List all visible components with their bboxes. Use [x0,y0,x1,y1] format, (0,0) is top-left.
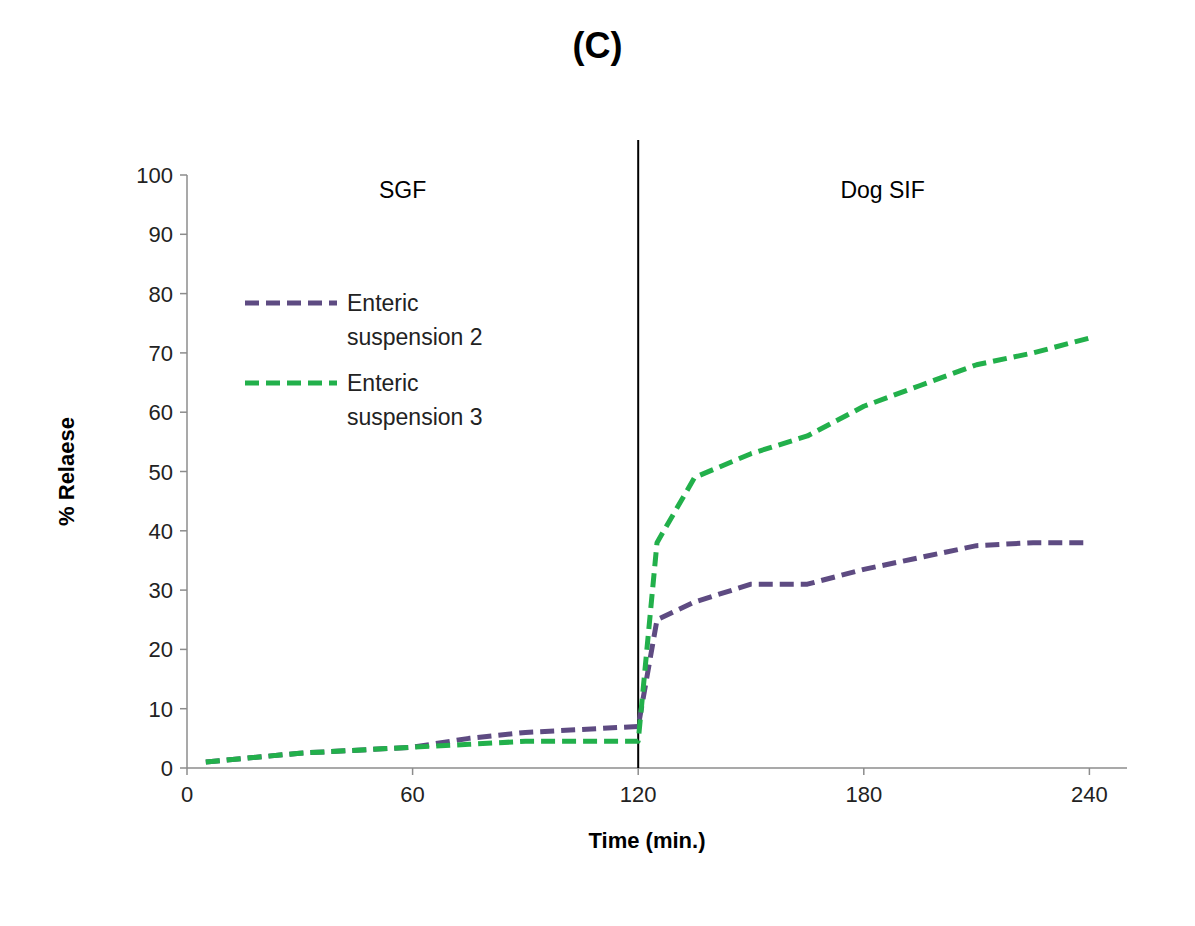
y-tick-label: 30 [149,578,173,603]
y-tick-label: 50 [149,460,173,485]
y-tick-label: 100 [136,163,173,188]
legend-label-line: suspension 3 [347,404,483,430]
y-tick [180,708,187,710]
legend-label: Enteric suspension 3 [347,370,483,430]
phase-label: Dog SIF [840,177,924,203]
x-tick-label: 120 [620,782,657,807]
legend-label-line: suspension 2 [347,324,483,350]
y-tick [180,649,187,651]
y-tick [180,352,187,354]
x-tick-label: 180 [845,782,882,807]
phase-label: SGF [379,177,426,203]
y-tick-label: 10 [149,697,173,722]
x-tick [186,768,188,775]
legend-label-line: Enteric [347,290,419,316]
x-tick [863,768,865,775]
phase-boundary [637,140,639,768]
y-tick [180,234,187,236]
x-tick-label: 0 [181,782,193,807]
y-tick-label: 20 [149,637,173,662]
x-axis-label: Time (min.) [589,828,706,853]
y-tick [180,589,187,591]
y-tick-label: 80 [149,282,173,307]
y-tick-label: 40 [149,519,173,544]
y-tick [180,411,187,413]
y-tick-label: 70 [149,341,173,366]
y-axis-label: % Relaese [54,417,79,526]
chart-root: (C) 0 10 20 30 40 50 60 70 80 90 100 0 60 120 180 240 Tim… [0,0,1195,926]
x-tick-label: 60 [400,782,424,807]
y-tick [180,293,187,295]
x-tick [412,768,414,775]
x-tick-label: 240 [1071,782,1108,807]
series-line [206,543,1090,762]
y-tick [180,767,187,769]
y-tick-label: 0 [161,756,173,781]
x-tick [1089,768,1091,775]
y-tick [180,530,187,532]
x-axis-line [187,767,1127,769]
legend-label-line: Enteric [347,370,419,396]
series-group [206,338,1090,762]
chart: (C) 0 10 20 30 40 50 60 70 80 90 100 0 60 120 180 240 Tim… [0,0,1195,926]
y-tick-label: 90 [149,222,173,247]
y-tick [180,174,187,176]
legend-label: Enteric suspension 2 [347,290,483,350]
series-line [206,338,1090,762]
title: (C) [573,25,623,66]
y-tick [180,471,187,473]
y-tick-label: 60 [149,400,173,425]
legend-swatch [245,381,337,386]
legend-swatch [245,301,337,306]
x-tick [637,768,639,775]
